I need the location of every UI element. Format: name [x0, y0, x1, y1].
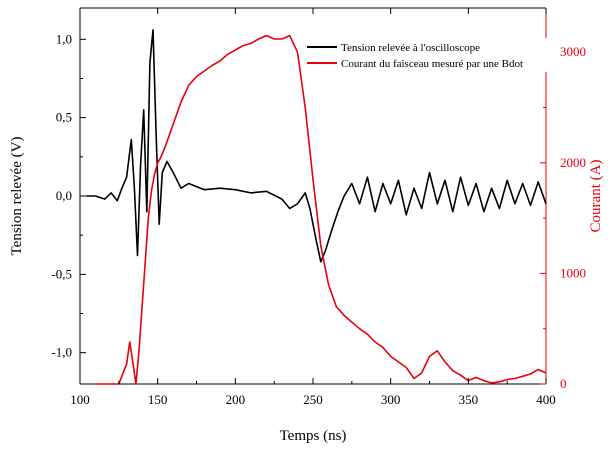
x-tick-label: 100 [70, 392, 90, 407]
x-tick-label: 150 [148, 392, 168, 407]
series-layer [86, 29, 547, 385]
y-left-tick-label: 1,0 [56, 31, 72, 46]
x-tick-label: 350 [459, 392, 479, 407]
series-line-tension [86, 29, 547, 263]
x-tick-label: 300 [381, 392, 401, 407]
y-right-tick-label: 2000 [560, 155, 586, 170]
legend: Tension relevée à l'oscilloscope Courant… [303, 38, 556, 72]
y-right-tick-label: 0 [560, 376, 567, 391]
legend-label-courant: Courant du faisceau mesuré par une Bdot [341, 58, 523, 70]
y-right-tick-label: 3000 [560, 44, 586, 59]
y-left-tick-label: -1,0 [51, 345, 72, 360]
x-tick-label: 200 [226, 392, 246, 407]
y-axis-label-left: Tension relevée (V) [9, 137, 25, 256]
legend-label-tension: Tension relevée à l'oscilloscope [341, 42, 480, 54]
series-line-courant [94, 34, 547, 385]
y-left-tick-label: 0,0 [56, 188, 72, 203]
y-left-tick-label: -0,5 [51, 266, 72, 281]
x-axis-label: Temps (ns) [280, 428, 347, 444]
legend-box [303, 38, 556, 72]
y-axis-label-right: Courant (A) [588, 160, 604, 233]
y-left-tick-label: 0,5 [56, 110, 72, 125]
x-tick-label: 250 [303, 392, 323, 407]
x-tick-label: 400 [536, 392, 556, 407]
y-right-tick-label: 1000 [560, 265, 586, 280]
axes: 100 150 200 250 300 350 400 -1,0 -0,5 0,0 0,5 1,0 0 1… [51, 8, 586, 407]
